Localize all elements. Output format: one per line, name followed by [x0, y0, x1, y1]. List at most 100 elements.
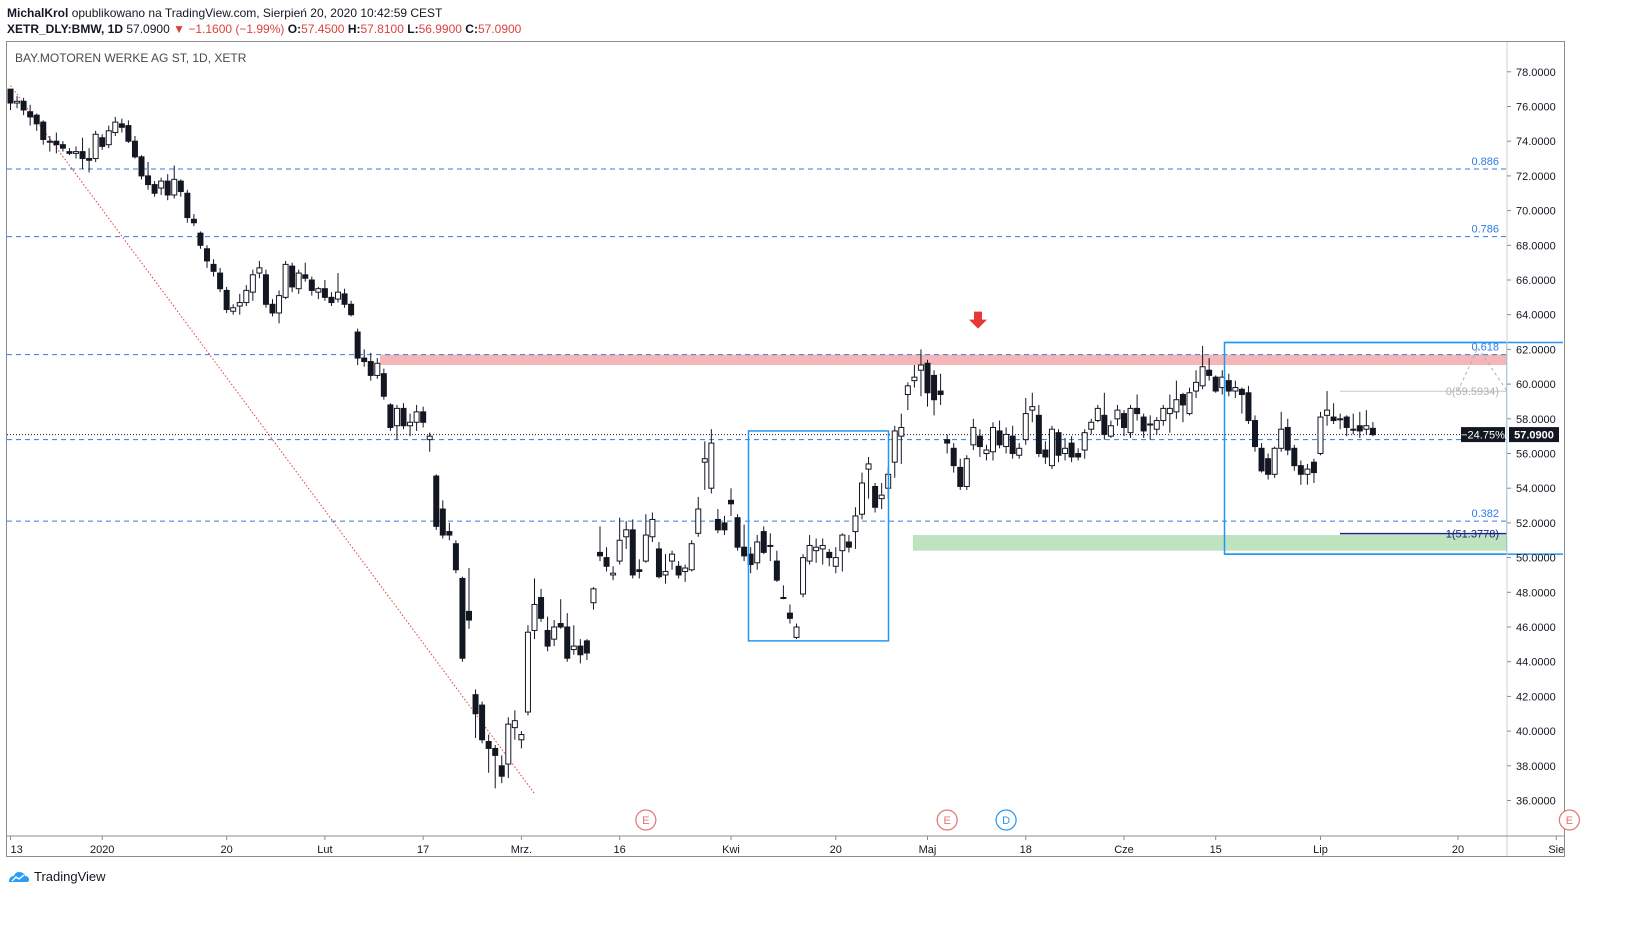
- candle-down: [629, 529, 636, 576]
- candle-up: [505, 723, 512, 765]
- y-tick-label: 46.0000: [1516, 622, 1556, 634]
- candle-down: [145, 175, 152, 186]
- candle-down: [79, 151, 86, 160]
- candle-up: [800, 557, 807, 595]
- candle-down: [603, 557, 610, 567]
- candle-down: [1055, 432, 1062, 456]
- candle-up: [793, 626, 800, 638]
- candle-down: [164, 180, 171, 196]
- candle-up: [1337, 418, 1344, 421]
- candle-down: [1252, 420, 1258, 448]
- candle-down: [636, 569, 643, 572]
- candle-down: [597, 551, 603, 557]
- candle-down: [302, 274, 309, 279]
- candle-up: [1016, 447, 1023, 456]
- candle-up: [1363, 425, 1370, 430]
- brand-name: TradingView: [34, 869, 106, 884]
- y-tick-label: 60.0000: [1516, 379, 1556, 391]
- y-tick-label: 48.0000: [1516, 587, 1556, 599]
- candle-up: [570, 645, 577, 651]
- candle-down: [996, 430, 1003, 446]
- candle-up: [754, 541, 761, 564]
- candle-up: [819, 544, 826, 550]
- candle-down: [59, 144, 66, 149]
- last-price-badge: [1509, 427, 1559, 443]
- candle-up: [426, 435, 433, 441]
- fib-level-label: 0.786: [1471, 224, 1499, 236]
- candle-up: [531, 603, 538, 631]
- candle-down: [1140, 416, 1147, 432]
- candle-up: [891, 430, 898, 463]
- candle-down: [1238, 388, 1245, 396]
- event-label: D: [1002, 815, 1010, 827]
- candle-up: [970, 426, 977, 446]
- y-tick-label: 38.0000: [1516, 761, 1556, 773]
- candle-up: [865, 463, 872, 470]
- candle-down: [1075, 453, 1082, 458]
- candle-down: [184, 192, 191, 219]
- candle-up: [1094, 407, 1101, 422]
- candle-up: [1271, 447, 1278, 475]
- candle-up: [1350, 428, 1357, 431]
- candle-down: [1330, 416, 1337, 422]
- candle-down: [872, 485, 879, 508]
- candle-up: [92, 133, 99, 160]
- candle-up: [642, 534, 649, 562]
- candle-up: [695, 508, 702, 534]
- candle-up: [813, 546, 820, 552]
- last-pct-label: −24.75%: [1461, 430, 1505, 442]
- candle-up: [393, 407, 400, 427]
- last-price: 57.0900: [126, 22, 170, 36]
- candle-down: [734, 517, 741, 548]
- low-label: L:: [407, 22, 419, 36]
- candle-up: [780, 597, 787, 600]
- fib-level-label: 0.618: [1471, 342, 1499, 354]
- candle-up: [171, 178, 178, 196]
- resistance-zone: [380, 354, 1507, 366]
- pattern-box: [1223, 341, 1507, 555]
- event-label: E: [943, 815, 950, 827]
- y-tick-label: 72.0000: [1516, 171, 1556, 183]
- x-tick-label: 15: [1210, 844, 1222, 856]
- last-price-label: 57.0900: [1514, 430, 1554, 442]
- candle-up: [832, 557, 839, 567]
- candle-down: [1068, 442, 1075, 458]
- candle-up: [911, 376, 918, 382]
- candle-up: [682, 567, 689, 572]
- candle-down: [557, 623, 564, 628]
- candle-down: [544, 629, 551, 647]
- author-name[interactable]: MichalKrol: [7, 6, 69, 20]
- y-tick-label: 50.0000: [1516, 553, 1556, 565]
- candle-down: [1291, 447, 1298, 467]
- candle-up: [1048, 428, 1055, 467]
- candle-down: [131, 140, 138, 158]
- candle-up: [963, 458, 970, 487]
- event-label: E: [642, 815, 649, 827]
- low-value: 56.9900: [418, 22, 462, 36]
- candle-down: [472, 694, 479, 715]
- candle-down: [269, 303, 276, 314]
- dividend-event-icon: [995, 809, 1017, 831]
- x-tick-label: 17: [417, 844, 429, 856]
- candle-down: [492, 747, 499, 756]
- candle-down: [773, 560, 780, 581]
- candle-up: [1186, 392, 1193, 415]
- candle-down: [1134, 407, 1141, 415]
- candle-down: [33, 114, 40, 125]
- candle-up: [413, 411, 420, 423]
- candle-up: [105, 130, 112, 146]
- candle-up: [524, 631, 531, 713]
- candle-down: [675, 565, 682, 576]
- candle-down: [433, 475, 440, 527]
- candle-down: [341, 293, 348, 305]
- candle-down: [1356, 425, 1363, 432]
- candle-down: [1258, 447, 1265, 472]
- y-tick-label: 76.0000: [1516, 102, 1556, 114]
- candle-down: [1035, 414, 1042, 454]
- candle-down: [118, 123, 125, 128]
- x-tick-label: Kwi: [722, 844, 740, 856]
- x-tick-label: 18: [1020, 844, 1032, 856]
- red-arrow-down-icon: [969, 311, 987, 329]
- earnings-event-icon: [635, 809, 657, 831]
